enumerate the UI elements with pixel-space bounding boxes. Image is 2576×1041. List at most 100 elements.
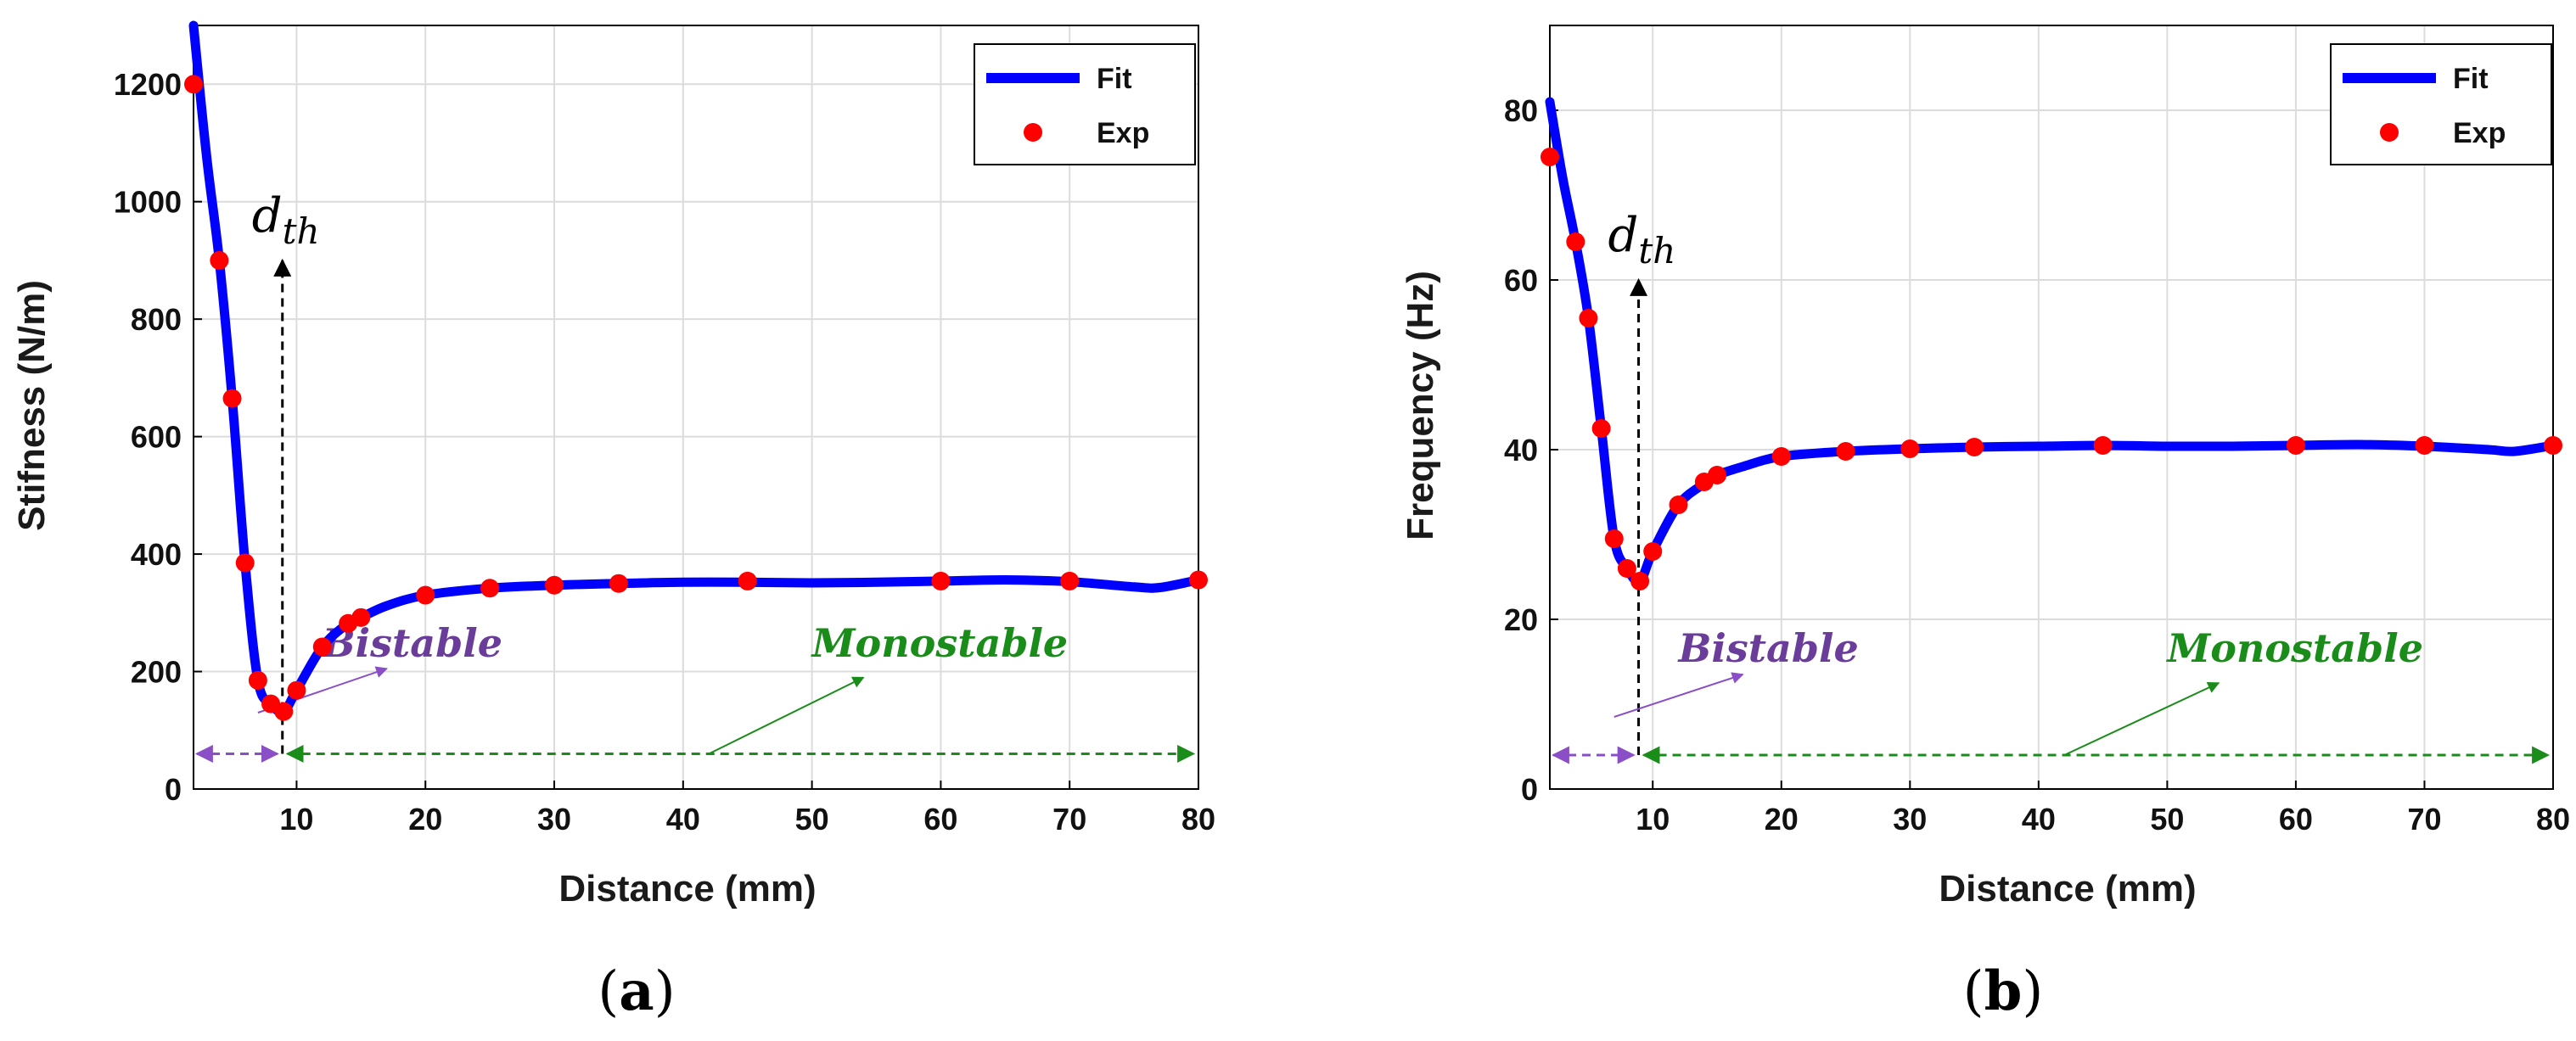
panel-b-exp-point-8: [1617, 559, 1636, 578]
panel-a-threshold-label-sub: th: [283, 210, 320, 252]
panel-a-exp-point-9: [274, 702, 294, 721]
panel-b-legend: Fit Exp: [2330, 43, 2552, 165]
panel-b-threshold-annotation: dth Bistable Monostable: [1551, 208, 2551, 764]
panel-b-y-tick-label-80: 80: [1504, 93, 1538, 128]
panel-a-exp-point-15: [351, 607, 371, 627]
panel-a-exp-point-6: [235, 553, 255, 573]
panel-a-fit-line: [188, 20, 1204, 717]
panel-a-x-ticks: 10 20 30 40 50 60 70 80: [279, 781, 1215, 837]
panel-a-y-tick-label-600: 600: [131, 420, 182, 455]
panel-a-x-axis-label: Distance (mm): [558, 868, 816, 909]
panel-a-x-tick-label-30: 30: [537, 802, 571, 837]
panel-b-x-tick-label-70: 70: [2407, 802, 2441, 837]
panel-a-legend-exp-label: Exp: [1097, 117, 1149, 149]
panel-a-y-tick-label-1200: 1200: [114, 67, 182, 102]
panel-b-fit-line-group: [1545, 97, 2558, 587]
panel-a-x-tick-label-70: 70: [1052, 802, 1086, 837]
panel-a-x-tick-label-50: 50: [795, 802, 829, 837]
panel-b-exp-point-10: [1643, 542, 1663, 561]
panel-b-monostable-pointer: [2063, 681, 2220, 756]
panel-b-exp-point-4: [1566, 232, 1585, 251]
panel-b-x-tick-label-20: 20: [1765, 802, 1799, 837]
panel-b-exp-point-80: [2544, 436, 2562, 455]
panel-b-exp-point-5: [1579, 309, 1598, 327]
panel-a-monostable-label: Monostable: [811, 620, 1069, 666]
panel-b-x-tick-label-60: 60: [2279, 802, 2313, 837]
panel-b-legend-fit-label: Fit: [2453, 63, 2489, 95]
panel-b-bistable-label: Bistable: [1677, 625, 1859, 671]
panel-b-exp-point-35: [1965, 438, 1984, 456]
panel-a-exp-point-70: [1060, 571, 1080, 590]
panel-a-letter: a: [619, 960, 654, 1023]
panel-b-monostable-label: Monostable: [2165, 625, 2423, 671]
panel-b-x-tick-label-50: 50: [2150, 802, 2184, 837]
panel-a-exp-point-25: [480, 579, 500, 598]
panel-a-exp-point-30: [545, 575, 564, 595]
panel-a-y-tick-label-0: 0: [165, 772, 182, 807]
panel-a-label: (a): [598, 960, 675, 1023]
panel-a-exp-point-45: [738, 571, 757, 590]
panel-b-x-tick-label-10: 10: [1636, 802, 1670, 837]
panel-a-x-tick-label-20: 20: [408, 802, 442, 837]
panel-b-fit-line: [1545, 97, 2558, 587]
panel-b-y-tick-label-60: 60: [1504, 263, 1538, 298]
panel-b-letter: b: [1984, 960, 2023, 1023]
panel-b-x-tick-label-30: 30: [1893, 802, 1927, 837]
panel-b-exp-point-20: [1771, 447, 1791, 466]
panel-a-fit-line-group: [188, 20, 1204, 717]
panel-a-exp-point-7: [248, 670, 267, 690]
panel-b-y-tick-label-0: 0: [1521, 772, 1538, 807]
panel-b-x-tick-label-40: 40: [2022, 802, 2056, 837]
panel-a-exp-point-35: [609, 574, 628, 593]
panel-b-y-ticks: 0 20 40 60 80: [1504, 93, 1558, 807]
panel-b-x-tick-label-80: 80: [2536, 802, 2570, 837]
panel-b-legend-box: [2330, 43, 2552, 165]
panel-a-legend-fit-label: Fit: [1097, 63, 1132, 95]
panel-a-monostable-pointer: [708, 676, 865, 755]
panel-a-plot-frame: [193, 25, 1199, 790]
panel-a-threshold-label: dth: [252, 188, 320, 252]
panel-a-legend-exp-swatch: [1024, 123, 1042, 142]
panel-a-x-tick-label-10: 10: [279, 802, 313, 837]
panel-b-exp-point-12: [1669, 495, 1688, 514]
panel-a-exp-point-4: [210, 250, 229, 270]
panel-b-exp-markers: [1541, 148, 2562, 590]
panel-b-exp-point-6: [1591, 419, 1611, 438]
panel-b-y-tick-label-40: 40: [1504, 433, 1538, 467]
panel-a-exp-point-12: [312, 637, 332, 657]
panel-b-exp-point-25: [1836, 442, 1855, 461]
panel-a-y-tick-label-200: 200: [131, 655, 182, 690]
panel-b-exp-point-9: [1630, 572, 1650, 590]
panel-a-legend-box: [974, 43, 1196, 165]
panel-b-y-tick-label-20: 20: [1504, 602, 1538, 637]
panel-b-exp-point-70: [2415, 436, 2434, 455]
panel-a-exp-point-10: [287, 680, 306, 700]
panel-b-plot-frame: [1549, 25, 2554, 790]
panel-b-bistable-pointer: [1614, 672, 1744, 718]
panel-a-y-ticks: 0 200 400 600 800 1000 1200: [114, 67, 202, 807]
panel-b-exp-point-30: [1900, 439, 1920, 458]
panel-a-y-tick-label-400: 400: [131, 537, 182, 572]
panel-b-exp-point-60: [2286, 436, 2305, 455]
panel-b-threshold-label: dth: [1608, 208, 1676, 271]
panel-a: 10 20 30 40 50 60 70 80 0 200 400 600 800 1000 1200 D…: [11, 20, 1215, 1023]
panel-a-exp-point-20: [416, 585, 435, 605]
panel-a-y-axis-label: Stifness (N/m): [11, 280, 53, 531]
panel-b-y-axis-label: Frequency (Hz): [1400, 271, 1441, 540]
panel-b: 10 20 30 40 50 60 70 80 0 20 40 60 80 Distance (mm)…: [1400, 25, 2570, 1023]
panel-a-x-tick-label-40: 40: [666, 802, 700, 837]
panel-a-exp-point-80: [1189, 570, 1208, 590]
panel-b-x-axis-label: Distance (mm): [1939, 868, 2196, 909]
panel-a-legend: Fit Exp: [974, 43, 1196, 165]
panel-b-exp-point-2: [1541, 148, 1559, 166]
panel-a-y-tick-label-1000: 1000: [114, 185, 182, 220]
panel-a-x-tick-label-80: 80: [1181, 802, 1215, 837]
panel-b-label: (b): [1963, 960, 2044, 1023]
panel-b-exp-point-45: [2093, 436, 2113, 455]
panel-b-exp-point-15: [1708, 466, 1726, 484]
panel-a-exp-point-2: [184, 75, 203, 94]
panel-b-exp-point-7: [1604, 529, 1624, 548]
panel-b-threshold-label-base: d: [1608, 208, 1639, 263]
